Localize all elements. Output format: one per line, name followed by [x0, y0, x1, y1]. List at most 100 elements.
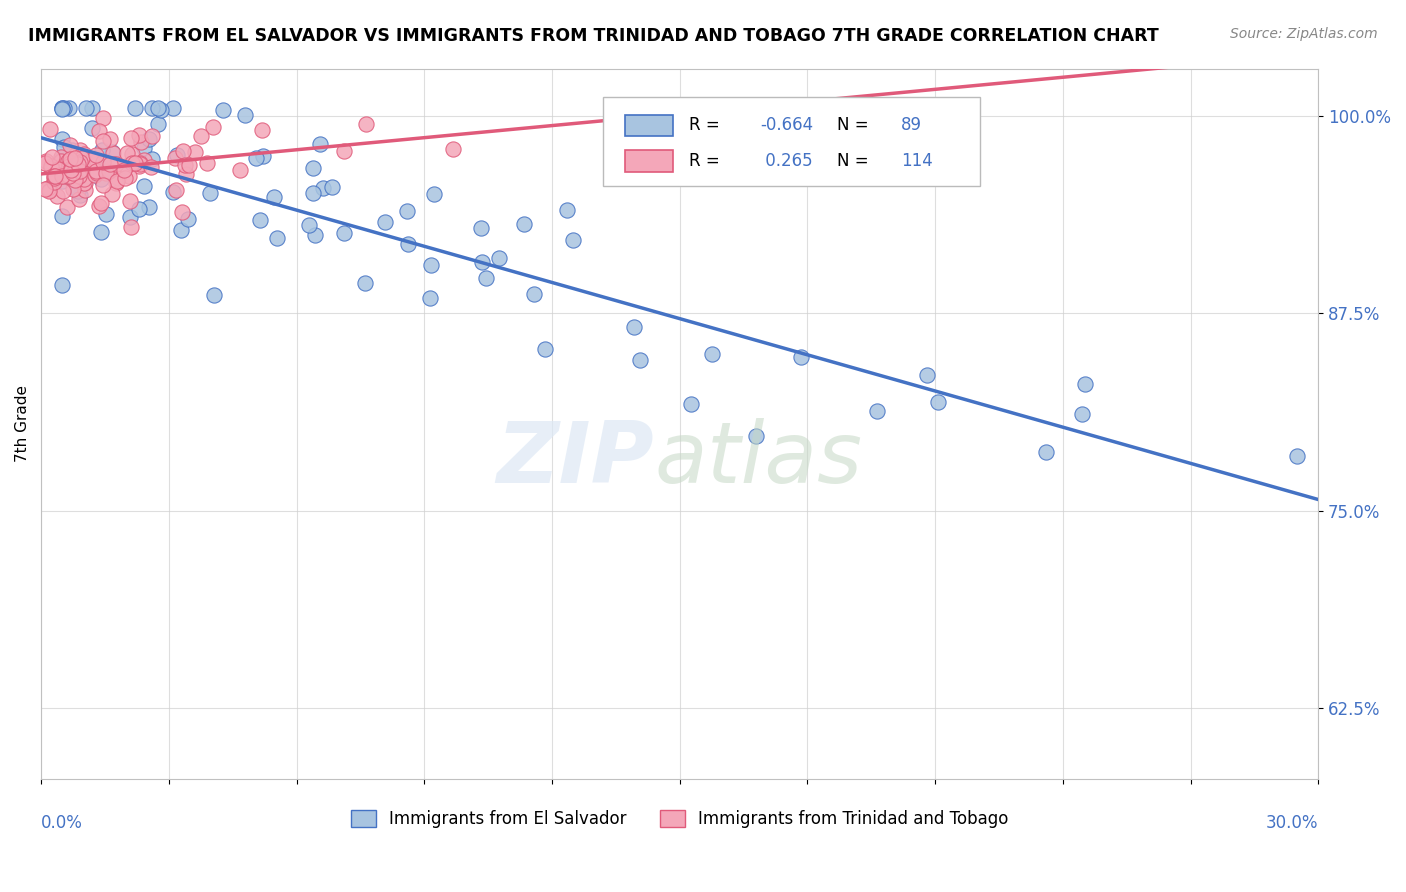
Point	[45, 169, 67, 184]
Point	[72, 152, 94, 166]
Point	[141, 152, 163, 166]
Point	[34, 182, 56, 196]
Point	[374, 215, 396, 229]
Point	[69, 164, 91, 178]
Point	[1285, 449, 1308, 463]
Point	[69, 154, 91, 169]
Point	[422, 187, 444, 202]
Point	[51, 101, 73, 115]
Point	[702, 347, 724, 361]
Point	[332, 226, 354, 240]
Point	[80, 101, 103, 115]
Point	[46, 161, 69, 176]
Point	[173, 158, 195, 172]
Point	[60, 143, 83, 157]
Point	[470, 220, 492, 235]
Point	[73, 182, 96, 196]
Point	[630, 353, 652, 368]
Point	[39, 161, 62, 176]
Point	[67, 169, 90, 183]
Point	[112, 163, 135, 178]
Point	[124, 155, 146, 169]
Point	[128, 159, 150, 173]
Point	[38, 122, 60, 136]
Point	[103, 157, 125, 171]
Point	[252, 149, 274, 163]
Point	[353, 276, 375, 290]
Point	[471, 255, 494, 269]
Point	[201, 120, 224, 135]
Point	[475, 271, 498, 285]
Point	[333, 144, 356, 158]
Point	[141, 161, 163, 175]
Point	[63, 151, 86, 165]
Point	[86, 157, 108, 171]
Point	[34, 156, 56, 170]
Point	[90, 196, 112, 211]
Point	[98, 156, 121, 170]
Point	[128, 202, 150, 217]
Point	[96, 161, 118, 176]
Point	[59, 156, 82, 170]
Point	[59, 168, 82, 182]
Point	[623, 320, 645, 334]
Point	[132, 141, 155, 155]
Point	[59, 161, 82, 175]
Point	[96, 164, 118, 178]
Point	[73, 176, 96, 190]
Point	[44, 169, 66, 183]
Point	[790, 351, 813, 365]
Point	[1074, 376, 1097, 391]
Point	[149, 103, 172, 117]
Point	[190, 129, 212, 144]
Point	[67, 157, 90, 171]
Point	[128, 157, 150, 171]
Point	[533, 342, 555, 356]
Point	[172, 144, 194, 158]
Point	[51, 151, 73, 165]
Point	[107, 165, 129, 179]
Point	[105, 157, 128, 171]
Point	[103, 145, 125, 160]
Point	[37, 181, 59, 195]
Point	[162, 186, 184, 200]
Point	[89, 199, 111, 213]
Text: 114: 114	[901, 152, 932, 169]
Text: 0.265: 0.265	[761, 152, 813, 169]
Point	[105, 174, 128, 188]
Point	[141, 129, 163, 144]
Point	[80, 153, 103, 167]
Point	[105, 176, 128, 190]
Point	[266, 231, 288, 245]
Point	[41, 151, 63, 165]
Point	[52, 167, 75, 181]
Point	[75, 176, 97, 190]
Point	[120, 131, 142, 145]
Point	[53, 101, 76, 115]
Point	[120, 211, 142, 225]
Point	[1035, 444, 1057, 458]
Point	[120, 220, 142, 235]
Point	[59, 162, 82, 177]
Point	[128, 128, 150, 143]
Legend: Immigrants from El Salvador, Immigrants from Trinidad and Tobago: Immigrants from El Salvador, Immigrants …	[344, 803, 1015, 835]
Text: 89: 89	[901, 116, 922, 135]
Point	[174, 167, 197, 181]
Point	[1071, 407, 1094, 421]
Point	[80, 120, 103, 135]
Point	[141, 101, 163, 115]
Text: N =: N =	[837, 152, 873, 169]
Point	[162, 101, 184, 115]
Point	[69, 143, 91, 157]
Point	[89, 124, 111, 138]
Point	[115, 146, 138, 161]
Point	[38, 184, 60, 198]
Point	[866, 404, 889, 418]
Point	[96, 166, 118, 180]
Point	[51, 102, 73, 116]
Point	[107, 170, 129, 185]
Point	[72, 161, 94, 175]
Point	[39, 159, 62, 173]
Point	[395, 203, 418, 218]
Text: Source: ZipAtlas.com: Source: ZipAtlas.com	[1230, 27, 1378, 41]
